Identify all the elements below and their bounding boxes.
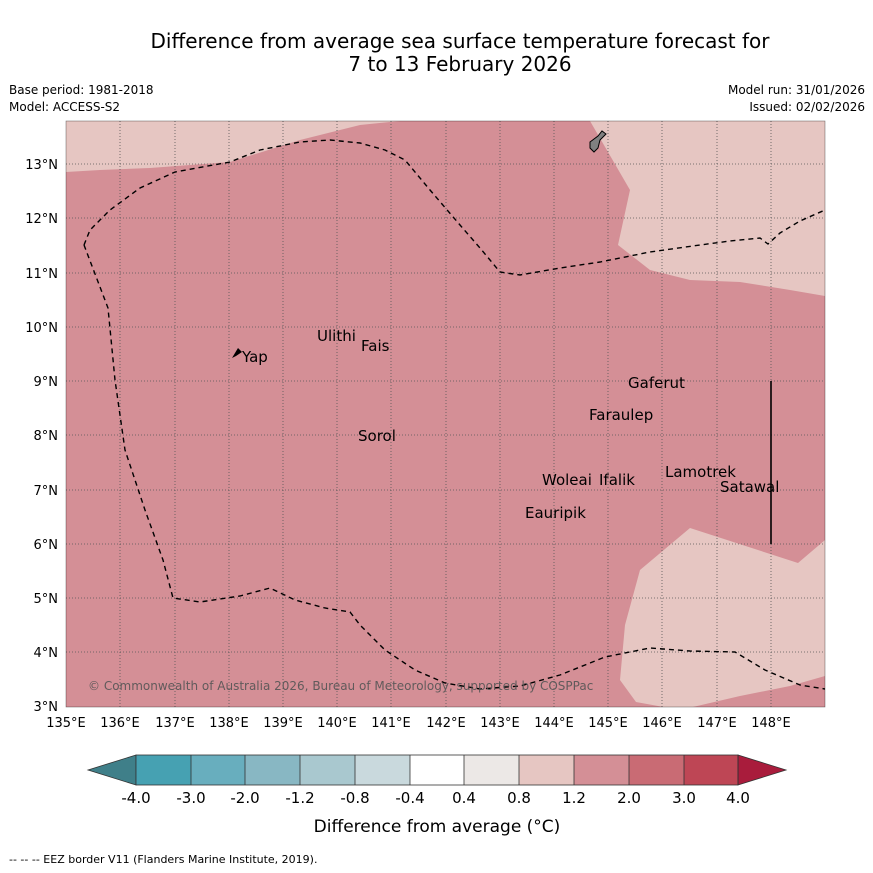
colorbar-label: -4.0: [121, 789, 150, 807]
title-line-1: Difference from average sea surface temp…: [150, 29, 770, 53]
colorbar-label: 4.0: [726, 789, 750, 807]
colorbar-swatch: [410, 755, 464, 785]
lon-tick: 147°E: [697, 716, 737, 731]
lat-tick: 7°N: [34, 484, 59, 499]
colorbar-swatch: [684, 755, 738, 785]
place-ifalik: Ifalik: [599, 471, 635, 489]
issued-date: Issued: 02/02/2026: [749, 100, 865, 114]
map-copyright: © Commonwealth of Australia 2026, Bureau…: [88, 679, 593, 693]
colorbar: [86, 754, 788, 786]
place-ulithi: Ulithi: [317, 327, 356, 345]
lon-tick: 141°E: [371, 716, 411, 731]
colorbar-swatch: [574, 755, 629, 785]
lat-tick: 13°N: [25, 158, 58, 173]
colorbar-label: 0.4: [452, 789, 476, 807]
lon-tick: 148°E: [751, 716, 791, 731]
anomaly-region-ne: [590, 121, 825, 296]
place-eauripik: Eauripik: [525, 504, 586, 522]
place-faraulep: Faraulep: [589, 406, 653, 424]
colorbar-swatch: [191, 755, 245, 785]
lon-tick: 140°E: [317, 716, 357, 731]
colorbar-label: 2.0: [617, 789, 641, 807]
lat-tick: 5°N: [34, 592, 59, 607]
lon-tick: 145°E: [588, 716, 628, 731]
colorbar-label: -0.4: [395, 789, 424, 807]
anomaly-region-nw: [66, 121, 400, 172]
place-fais: Fais: [361, 337, 390, 355]
model-name: Model: ACCESS-S2: [9, 100, 121, 114]
place-yap: Yap: [241, 348, 268, 366]
lat-tick: 3°N: [34, 700, 59, 715]
lat-tick: 10°N: [25, 321, 58, 336]
colorbar-labels: -4.0 -3.0 -2.0 -1.2 -0.8 -0.4 0.4 0.8 1.…: [121, 789, 750, 807]
lon-tick: 138°E: [209, 716, 249, 731]
base-period: Base period: 1981-2018: [9, 83, 154, 97]
colorbar-swatch: [300, 755, 355, 785]
map-frame: [65, 120, 826, 708]
lat-tick: 11°N: [25, 267, 58, 282]
lon-tick: 137°E: [155, 716, 195, 731]
colorbar-label: -2.0: [230, 789, 259, 807]
place-lamotrek: Lamotrek: [665, 463, 736, 481]
lat-tick: 9°N: [34, 375, 59, 390]
lon-tick: 136°E: [100, 716, 140, 731]
yap-land: [232, 348, 242, 358]
place-labels: Yap Ulithi Fais Sorol Gaferut Faraulep W…: [241, 327, 779, 522]
colorbar-swatch: [355, 755, 410, 785]
lat-tick: 4°N: [34, 646, 59, 661]
colorbar-label: 0.8: [507, 789, 531, 807]
anomaly-region-se: [620, 528, 825, 707]
colorbar-swatch: [245, 755, 300, 785]
colorbar-swatch: [519, 755, 574, 785]
eez-border-west: [83, 244, 825, 690]
colorbar-swatch: [136, 755, 191, 785]
colorbar-frame: [135, 754, 739, 786]
place-gaferut: Gaferut: [628, 374, 685, 392]
place-satawal: Satawal: [720, 478, 779, 496]
guam-land: [589, 130, 607, 153]
lon-tick-labels: 135°E 136°E 137°E 138°E 139°E 140°E 141°…: [46, 716, 791, 731]
lon-tick: 139°E: [263, 716, 303, 731]
lon-tick: 143°E: [480, 716, 520, 731]
lat-tick: 12°N: [25, 212, 58, 227]
place-woleai: Woleai: [542, 471, 592, 489]
footer-note: -- -- -- EEZ border V11 (Flanders Marine…: [9, 853, 318, 866]
lat-tick-labels: 3°N 4°N 5°N 6°N 7°N 8°N 9°N 10°N 11°N 12…: [25, 158, 58, 715]
eez-border: [83, 139, 825, 276]
place-sorol: Sorol: [358, 427, 396, 445]
colorbar-label: -3.0: [176, 789, 205, 807]
title-line-2: 7 to 13 February 2026: [348, 52, 572, 76]
colorbar-arrow-high: [737, 754, 788, 786]
lat-tick: 6°N: [34, 538, 59, 553]
graticule: [66, 121, 825, 707]
colorbar-swatch: [629, 755, 684, 785]
lat-tick: 8°N: [34, 429, 59, 444]
colorbar-swatch: [464, 755, 519, 785]
lon-tick: 146°E: [642, 716, 682, 731]
lon-tick: 144°E: [534, 716, 574, 731]
model-run: Model run: 31/01/2026: [727, 83, 865, 97]
lon-tick: 142°E: [426, 716, 466, 731]
colorbar-arrow-low: [86, 754, 137, 786]
colorbar-label: -1.2: [285, 789, 314, 807]
colorbar-label: 1.2: [562, 789, 586, 807]
colorbar-title: Difference from average (°C): [314, 817, 561, 837]
lon-tick: 135°E: [46, 716, 86, 731]
colorbar-label: -0.8: [340, 789, 369, 807]
colorbar-label: 3.0: [672, 789, 696, 807]
